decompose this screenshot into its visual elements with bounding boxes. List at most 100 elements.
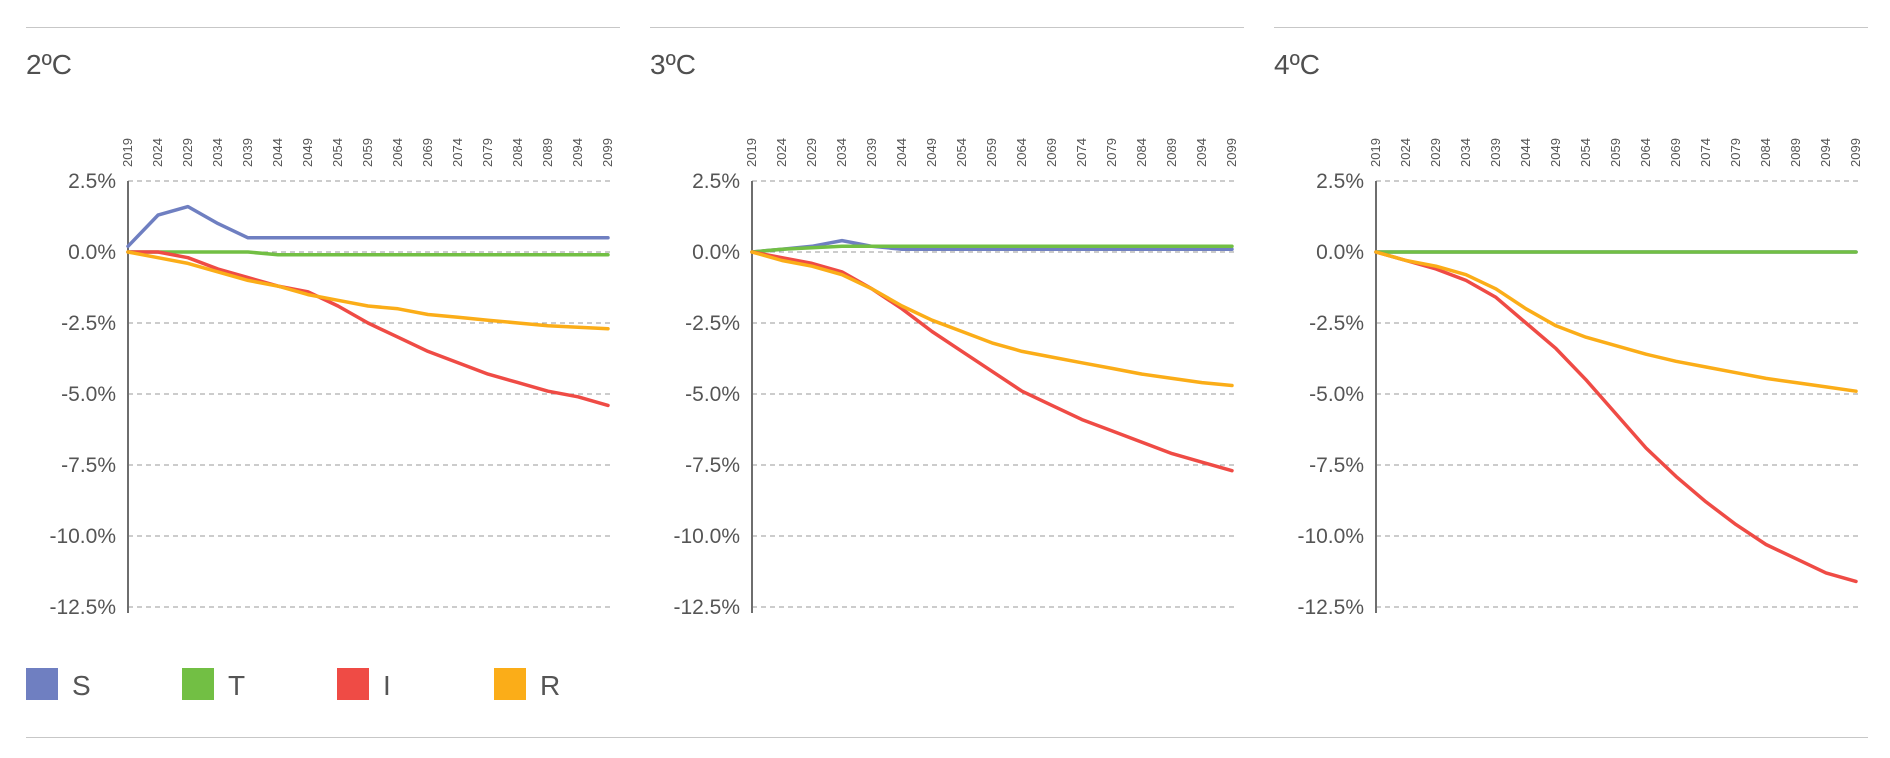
x-tick-label: 2034	[834, 138, 849, 167]
x-tick-label: 2029	[1428, 138, 1443, 167]
x-tick-label: 2024	[1398, 138, 1413, 167]
x-tick-label: 2079	[480, 138, 495, 167]
panel-top-rule	[1274, 27, 1868, 28]
x-tick-label: 2074	[450, 138, 465, 167]
y-tick-label: -2.5%	[1309, 312, 1364, 335]
x-tick-label: 2049	[300, 138, 315, 167]
x-tick-label: 2069	[420, 138, 435, 167]
y-tick-label: -5.0%	[61, 383, 116, 406]
y-tick-label: -2.5%	[61, 312, 116, 335]
y-tick-label: -12.5%	[1297, 596, 1364, 619]
series-line-t	[750, 244, 1234, 254]
x-tick-label: 2019	[744, 138, 759, 167]
x-tick-label: 2054	[330, 138, 345, 167]
series-line-i	[1374, 250, 1858, 584]
x-tick-label: 2059	[360, 138, 375, 167]
x-tick-label: 2064	[1638, 138, 1653, 167]
y-tick-label: 2.5%	[1316, 170, 1364, 193]
panel-title: 3ºC	[650, 49, 697, 80]
y-tick-label: -5.0%	[1309, 383, 1364, 406]
series-line-r	[126, 250, 610, 331]
y-tick-label: -10.0%	[1297, 525, 1364, 548]
x-tick-label: 2069	[1044, 138, 1059, 167]
chart-panel-4c: 4ºC 2.5% 0.0% -2.5% -5.0% -7.5% -10.0% -12.5% 2…	[1274, 0, 1868, 640]
y-tick-label: -12.5%	[673, 596, 740, 619]
legend-label-s: S	[72, 670, 91, 701]
line-chart-3c: 2.5% 0.0% -2.5% -5.0% -7.5% -10.0% -12.5% 2019 2…	[673, 138, 1239, 619]
x-tick-label: 2024	[150, 138, 165, 167]
y-tick-label: 0.0%	[68, 241, 116, 264]
x-tick-label: 2089	[1788, 138, 1803, 167]
x-tick-label: 2029	[180, 138, 195, 167]
y-tick-label: -2.5%	[685, 312, 740, 335]
x-tick-label: 2089	[540, 138, 555, 167]
chart-panel-3c: 3ºC 2.5% 0.0% -2.5% -5.0% -7.5% -10.0% -12.5% 2…	[650, 0, 1244, 640]
x-tick-label: 2069	[1668, 138, 1683, 167]
panel-top-rule	[650, 27, 1244, 28]
x-tick-label: 2099	[1848, 138, 1863, 167]
x-tick-label: 2094	[570, 138, 585, 167]
y-tick-label: 0.0%	[692, 241, 740, 264]
x-tick-label: 2084	[1134, 138, 1149, 167]
x-tick-label: 2029	[804, 138, 819, 167]
y-tick-label: -10.0%	[49, 525, 116, 548]
y-tick-label: -7.5%	[685, 454, 740, 477]
legend-swatch-i	[337, 668, 369, 700]
x-tick-label: 2059	[984, 138, 999, 167]
x-tick-label: 2044	[1518, 138, 1533, 167]
legend-label-i: I	[383, 670, 391, 701]
legend-label-r: R	[540, 670, 561, 701]
x-tick-label: 2059	[1608, 138, 1623, 167]
x-tick-label: 2084	[1758, 138, 1773, 167]
x-tick-label: 2044	[894, 138, 909, 167]
legend-label-t: T	[228, 670, 246, 701]
series-line-t	[126, 250, 610, 257]
series-line-s	[750, 238, 1234, 254]
line-chart-2c: 2.5% 0.0% -2.5% -5.0% -7.5% -10.0% -12.5% 2019 2…	[49, 138, 615, 619]
series-line-i	[750, 250, 1234, 473]
x-tick-label: 2094	[1194, 138, 1209, 167]
series-line-s	[126, 204, 610, 249]
x-tick-label: 2039	[864, 138, 879, 167]
y-tick-label: 2.5%	[692, 170, 740, 193]
x-tick-label: 2024	[774, 138, 789, 167]
x-tick-label: 2054	[954, 138, 969, 167]
y-tick-label: -12.5%	[49, 596, 116, 619]
x-tick-label: 2034	[210, 138, 225, 167]
y-tick-label: -7.5%	[1309, 454, 1364, 477]
x-tick-label: 2019	[120, 138, 135, 167]
chart-legend: S T I R	[26, 668, 1126, 702]
x-tick-label: 2074	[1074, 138, 1089, 167]
x-tick-label: 2064	[390, 138, 405, 167]
legend-swatch-s	[26, 668, 58, 700]
y-tick-label: 2.5%	[68, 170, 116, 193]
x-tick-label: 2064	[1014, 138, 1029, 167]
x-tick-label: 2094	[1818, 138, 1833, 167]
x-tick-label: 2079	[1104, 138, 1119, 167]
y-tick-label: 0.0%	[1316, 241, 1364, 264]
y-tick-label: -7.5%	[61, 454, 116, 477]
x-tick-label: 2074	[1698, 138, 1713, 167]
x-tick-label: 2039	[240, 138, 255, 167]
x-tick-label: 2054	[1578, 138, 1593, 167]
series-line-r	[750, 250, 1234, 388]
x-tick-label: 2049	[1548, 138, 1563, 167]
series-line-i	[126, 250, 610, 408]
line-chart-4c: 2.5% 0.0% -2.5% -5.0% -7.5% -10.0% -12.5% 2019 2…	[1297, 138, 1863, 619]
x-tick-label: 2019	[1368, 138, 1383, 167]
bottom-rule	[26, 737, 1868, 738]
x-tick-label: 2034	[1458, 138, 1473, 167]
x-tick-label: 2049	[924, 138, 939, 167]
series-line-r	[1374, 250, 1858, 393]
x-tick-label: 2044	[270, 138, 285, 167]
legend-swatch-r	[494, 668, 526, 700]
x-tick-label: 2079	[1728, 138, 1743, 167]
legend-swatch-t	[182, 668, 214, 700]
x-tick-label: 2084	[510, 138, 525, 167]
x-tick-label: 2099	[1224, 138, 1239, 167]
y-tick-label: -10.0%	[673, 525, 740, 548]
panel-top-rule	[26, 27, 620, 28]
panel-title: 4ºC	[1274, 49, 1321, 80]
x-tick-label: 2099	[600, 138, 615, 167]
